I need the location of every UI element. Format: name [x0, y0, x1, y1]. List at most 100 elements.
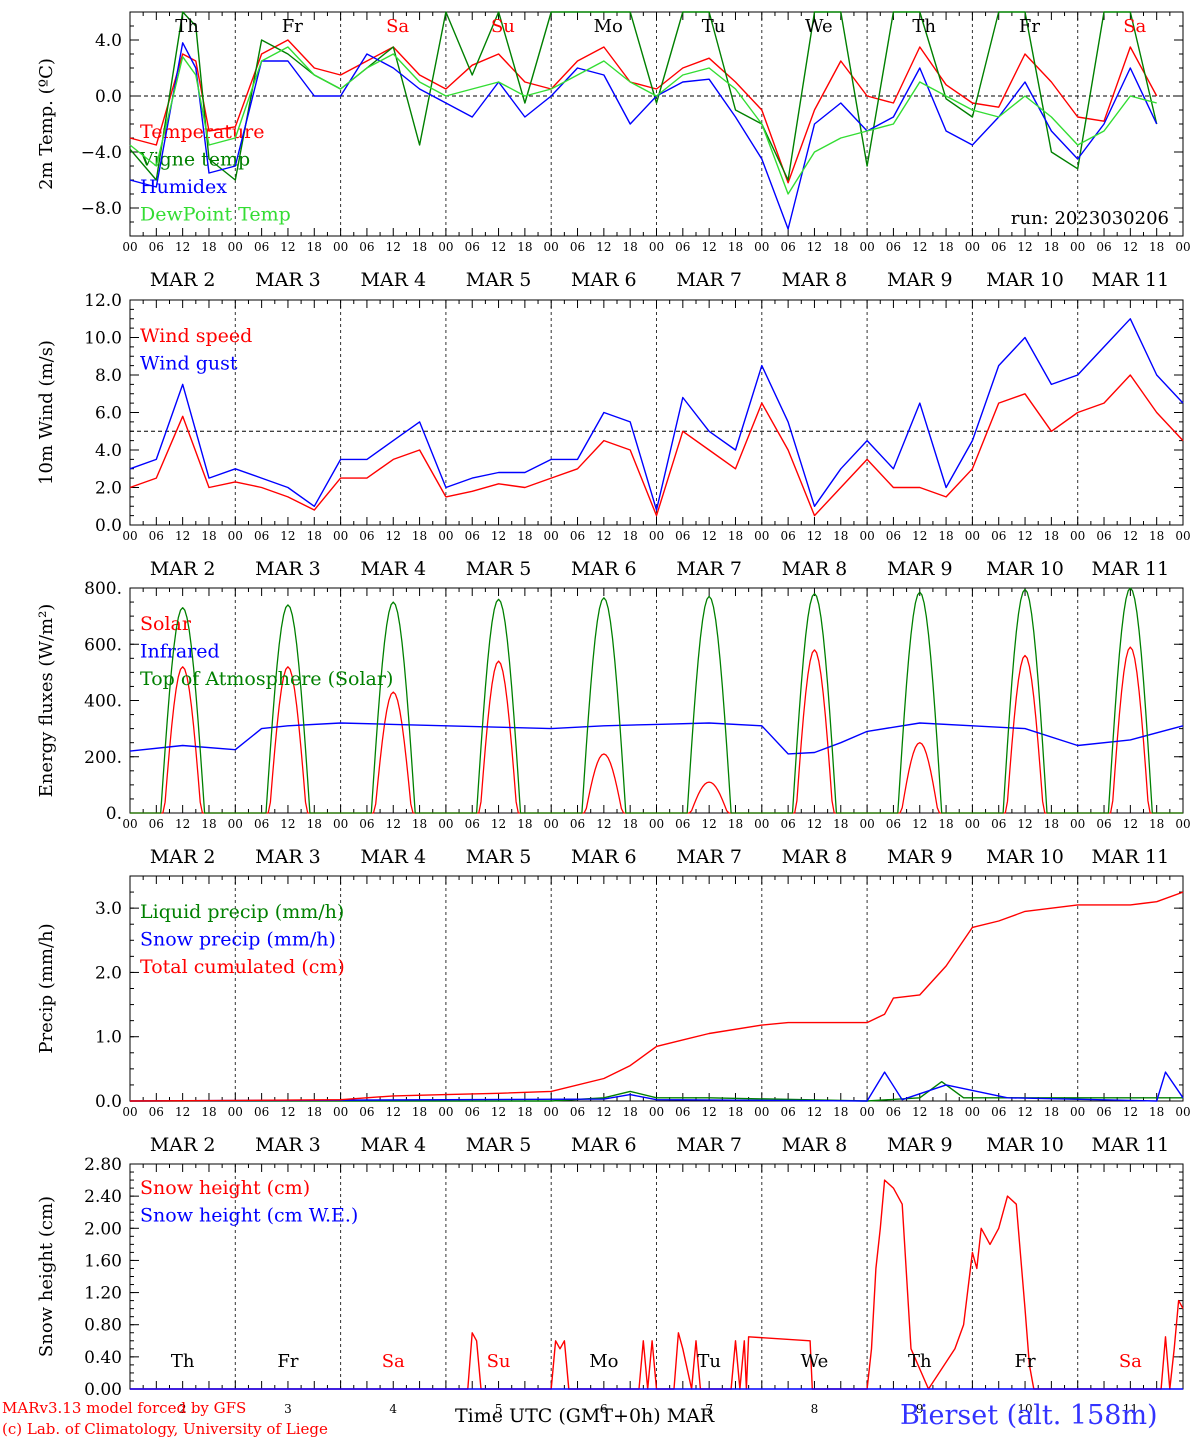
- panel-3-hour-label: 12: [386, 817, 401, 831]
- panel-1-hour-label: 00: [438, 240, 453, 254]
- panel-2-hour-label: 12: [702, 529, 717, 543]
- panel-1-hour-label: 12: [280, 240, 295, 254]
- panel-2-hour-label: 06: [359, 529, 374, 543]
- panel-2-series-wind-speed: [129, 374, 1184, 517]
- panel-2-date-label: MAR 3: [255, 558, 321, 580]
- panel-4-date-label: MAR 6: [571, 1134, 637, 1156]
- panel-4-hour-label: 00: [228, 1105, 243, 1119]
- panel-2-hour-label: 18: [728, 529, 743, 543]
- panel-3-hour-label: 18: [938, 817, 953, 831]
- panel-3-legend-infrared: Infrared: [140, 641, 220, 663]
- day-name-bottom: Fr: [277, 1351, 298, 1372]
- panel-2-hour-label: 06: [991, 529, 1006, 543]
- panel-4-ytick-label: 1.0: [95, 1028, 122, 1048]
- day-name-bottom: Th: [908, 1351, 932, 1372]
- panel-2-hour-label: 18: [623, 529, 638, 543]
- panel-1-hour-label: 12: [491, 240, 506, 254]
- day-name-bottom: Su: [487, 1351, 511, 1372]
- panel-4-hour-label: 18: [412, 1105, 427, 1119]
- day-name-top: Th: [912, 16, 936, 37]
- panel-3-hour-label: 06: [570, 817, 585, 831]
- panel-1-hour-label: 06: [570, 240, 585, 254]
- day-name-bottom: Mo: [589, 1351, 618, 1372]
- panel-2-hour-label: 18: [412, 529, 427, 543]
- panel-2-date-label: MAR 6: [571, 558, 637, 580]
- panel-4-hour-label: 18: [833, 1105, 848, 1119]
- panel-5-ylabel: Snow height (cm): [36, 1196, 57, 1357]
- panel-3-hour-label: 06: [1096, 817, 1111, 831]
- panel-1-hour-label: 18: [1044, 240, 1059, 254]
- panel-1-hour-label: 06: [359, 240, 374, 254]
- panel-2-hour-label: 18: [833, 529, 848, 543]
- panel-5-ytick-label: 1.20: [84, 1284, 122, 1304]
- panel-2-date-label: MAR 10: [986, 558, 1064, 580]
- day-number-bottom: 8: [811, 1402, 819, 1416]
- panel-4-date-label: MAR 11: [1091, 1134, 1169, 1156]
- panel-1-date-label: MAR 6: [571, 269, 637, 291]
- panel-4-hour-label: 00: [1070, 1105, 1085, 1119]
- panel-4-hour-label: 06: [886, 1105, 901, 1119]
- panel-4-hour-label: 06: [675, 1105, 690, 1119]
- panel-1-legend-temperature: Temperature: [140, 121, 264, 143]
- panel-4-legend-liquid-precip-mm-h-: Liquid precip (mm/h): [140, 901, 344, 923]
- panel-3-hour-label: 00: [649, 817, 664, 831]
- panel-4-ytick-label: 3.0: [95, 899, 122, 919]
- panel-1-hour-label: 18: [623, 240, 638, 254]
- panel-2-series-wind-gust: [129, 318, 1184, 511]
- panel-1-hour-label: 12: [702, 240, 717, 254]
- panel-2-hour-label: 12: [1017, 529, 1032, 543]
- panel-3-series-infrared: [129, 722, 1184, 755]
- panel-3-hour-label: 06: [465, 817, 480, 831]
- panel-2-ytick-label: 6.0: [95, 404, 122, 424]
- panel-1-hour-label: 12: [596, 240, 611, 254]
- panel-1-legend-dewpoint-temp: DewPoint Temp: [140, 204, 291, 226]
- panel-4-ylabel: Precip (mm/h): [36, 923, 57, 1053]
- panel-3-hour-label: 06: [675, 817, 690, 831]
- panel-3-hour-label: 00: [754, 817, 769, 831]
- station-label: Bierset (alt. 158m): [900, 1400, 1158, 1431]
- panel-4-date-label: MAR 10: [986, 1134, 1064, 1156]
- panel-1-ytick-label: 4.0: [95, 31, 122, 51]
- panel-4-date-label: MAR 4: [360, 1134, 426, 1156]
- panel-1-hour-label: 18: [938, 240, 953, 254]
- day-number-bottom: 6: [600, 1402, 608, 1416]
- panel-4-hour-label: 18: [517, 1105, 532, 1119]
- panel-1-hour-label: 06: [886, 240, 901, 254]
- panel-3-hour-label: 12: [491, 817, 506, 831]
- panel-1-date-label: MAR 11: [1091, 269, 1169, 291]
- panel-1-hour-label: 18: [517, 240, 532, 254]
- day-number-bottom: 11: [1123, 1402, 1138, 1416]
- panel-4-hour-label: 18: [1044, 1105, 1059, 1119]
- panel-4-hour-label: 18: [728, 1105, 743, 1119]
- panel-1-hour-label: 00: [649, 240, 664, 254]
- panel-3-hour-label: 18: [517, 817, 532, 831]
- panel-4-hour-label: 12: [386, 1105, 401, 1119]
- panel-3-hour-label: 12: [807, 817, 822, 831]
- panel-4-series-total-cumulated-cm-: [129, 891, 1184, 1102]
- panel-3-hour-label: 00: [438, 817, 453, 831]
- panel-3-hour-label: 00: [965, 817, 980, 831]
- panel-1-hour-label: 12: [175, 240, 190, 254]
- panel-1-hour-label: 18: [307, 240, 322, 254]
- day-name-bottom: We: [801, 1351, 829, 1372]
- panel-3-hour-label: 18: [201, 817, 216, 831]
- panel-2-hour-label: 06: [1096, 529, 1111, 543]
- panel-3-hour-label: 00: [1070, 817, 1085, 831]
- panel-2-hour-label: 00: [228, 529, 243, 543]
- panel-4-hour-label: 18: [201, 1105, 216, 1119]
- panel-1-ytick-label: −8.0: [81, 199, 122, 219]
- panel-2-hour-label: 00: [122, 529, 137, 543]
- panel-1-hour-label: 00: [333, 240, 348, 254]
- panel-2-hour-label: 00: [544, 529, 559, 543]
- panel-3-hour-label: 18: [307, 817, 322, 831]
- panel-3-ytick-label: 0.: [106, 804, 122, 824]
- panel-3-ylabel: Energy fluxes (W/m²): [36, 604, 57, 798]
- panel-3-date-label: MAR 5: [466, 846, 532, 868]
- panel-3-ytick-label: 600.: [84, 635, 122, 655]
- panel-1-hour-label: 00: [1070, 240, 1085, 254]
- panel-2-hour-label: 00: [649, 529, 664, 543]
- panel-1-date-label: MAR 7: [676, 269, 742, 291]
- panel-3-hour-label: 12: [912, 817, 927, 831]
- panel-2-hour-label: 06: [254, 529, 269, 543]
- panel-2-hour-label: 12: [175, 529, 190, 543]
